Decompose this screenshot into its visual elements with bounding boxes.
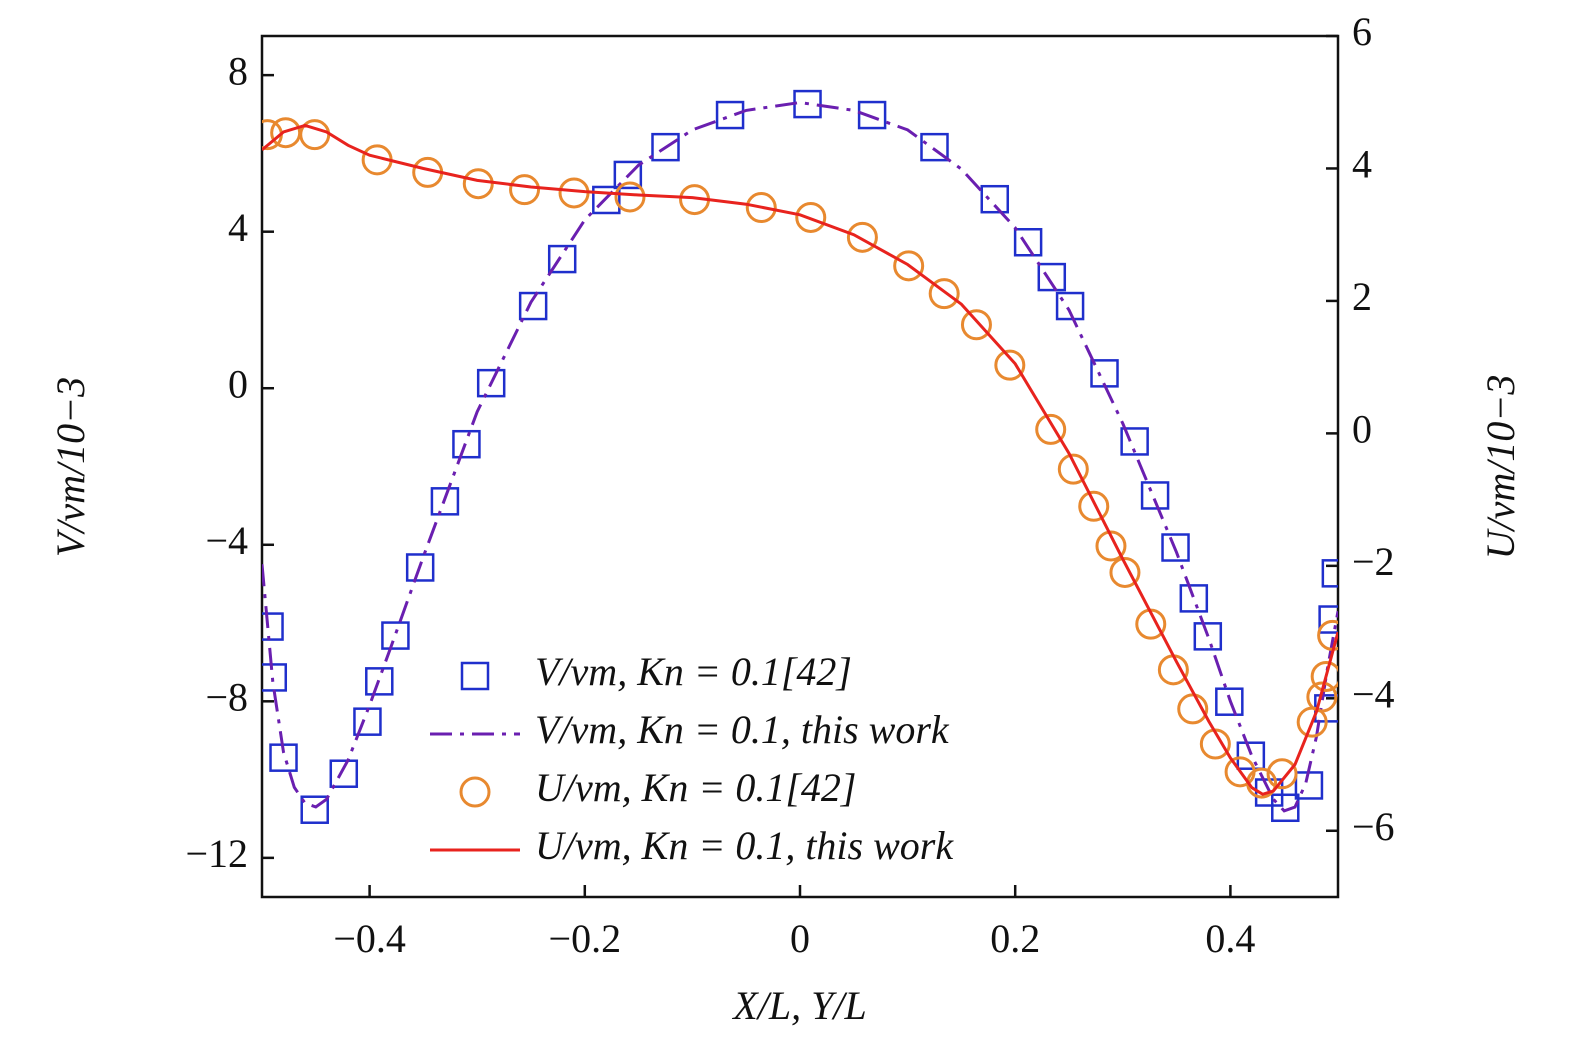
circle-marker xyxy=(795,201,827,233)
square-marker xyxy=(1037,262,1067,292)
square-marker xyxy=(452,429,481,459)
y2-tick-label: −4 xyxy=(1352,671,1395,716)
square-marker xyxy=(1215,687,1244,716)
square-marker xyxy=(1271,793,1300,823)
circle-marker xyxy=(745,192,777,224)
circle-marker xyxy=(1306,681,1338,713)
legend-label: V/vm, Kn = 0.1, this work xyxy=(535,707,950,752)
square-marker xyxy=(300,795,329,824)
square-marker xyxy=(1055,291,1085,321)
square-marker xyxy=(381,621,410,650)
circle-marker xyxy=(459,776,491,808)
y2-axis-label: U/vm/10−3 xyxy=(1478,375,1523,560)
square-marker xyxy=(476,368,506,398)
square-marker xyxy=(1120,427,1149,456)
y2-tick-label: 4 xyxy=(1352,142,1372,187)
square-marker xyxy=(262,612,284,641)
y-tick-label: −12 xyxy=(185,831,248,876)
square-marker xyxy=(592,185,621,215)
square-marker xyxy=(405,553,435,582)
square-marker xyxy=(715,100,745,130)
circle-marker xyxy=(1095,530,1127,562)
circle-marker xyxy=(462,168,494,200)
square-marker xyxy=(920,132,949,162)
y2-tick-label: 6 xyxy=(1352,9,1372,54)
square-marker xyxy=(613,160,643,190)
circle-marker xyxy=(960,309,992,341)
circle-marker xyxy=(1310,660,1338,692)
y2-tick-label: −6 xyxy=(1352,804,1395,849)
circle-marker xyxy=(1109,556,1141,588)
circle-marker xyxy=(1266,758,1298,790)
y-tick-label: −4 xyxy=(205,518,248,563)
circle-marker xyxy=(1057,453,1089,485)
circle-marker xyxy=(614,181,646,213)
square-marker xyxy=(1321,559,1338,588)
x-tick-label: −0.4 xyxy=(333,916,406,961)
y-tick-label: 8 xyxy=(228,48,248,93)
x-tick-label: 0 xyxy=(790,916,810,961)
x-tick-label: 0.2 xyxy=(990,916,1040,961)
square-marker xyxy=(547,244,577,274)
legend: V/vm, Kn = 0.1[42] V/vm, Kn = 0.1, this w… xyxy=(430,649,954,868)
y2-tick-label: 0 xyxy=(1352,407,1372,452)
legend-label: U/vm, Kn = 0.1, this work xyxy=(535,823,954,868)
square-marker xyxy=(651,132,680,162)
square-marker xyxy=(460,661,490,691)
square-marker xyxy=(365,667,394,696)
y-tick-label: 0 xyxy=(228,361,248,406)
y-tick-label: −8 xyxy=(205,674,248,719)
square-marker xyxy=(1193,622,1223,651)
x-tick-label: 0.4 xyxy=(1205,916,1255,961)
square-marker xyxy=(1179,584,1209,613)
circle-marker xyxy=(1035,413,1067,445)
circle-marker xyxy=(509,174,541,206)
square-marker xyxy=(1294,771,1324,800)
square-marker xyxy=(857,100,887,130)
square-marker xyxy=(329,759,359,788)
circle-marker xyxy=(893,250,925,282)
series-line xyxy=(262,123,1338,796)
y2-tick-label: 2 xyxy=(1352,274,1372,319)
circle-marker xyxy=(846,221,878,253)
circle-marker xyxy=(1177,693,1209,725)
y-tick-label: 4 xyxy=(228,205,248,250)
square-marker xyxy=(1318,605,1338,634)
circle-marker xyxy=(1078,490,1110,522)
square-marker xyxy=(1236,741,1266,770)
square-marker xyxy=(518,291,548,321)
square-marker xyxy=(1013,227,1043,257)
series-line xyxy=(262,100,1338,813)
square-marker xyxy=(1140,481,1170,510)
square-marker xyxy=(1161,533,1190,562)
x-tick-label: −0.2 xyxy=(549,916,622,961)
circle-marker xyxy=(994,349,1026,381)
square-marker xyxy=(430,487,460,516)
legend-label: V/vm, Kn = 0.1[42] xyxy=(535,649,852,694)
plot-area xyxy=(262,89,1338,824)
x-axis-label: X/L, Y/L xyxy=(731,983,866,1028)
circle-marker xyxy=(1157,654,1189,686)
square-marker xyxy=(980,184,1010,214)
circle-marker xyxy=(928,278,960,310)
legend-label: U/vm, Kn = 0.1[42] xyxy=(535,765,856,810)
y-axis-label: V/vm/10−3 xyxy=(48,377,93,557)
y2-tick-label: −2 xyxy=(1352,539,1395,584)
